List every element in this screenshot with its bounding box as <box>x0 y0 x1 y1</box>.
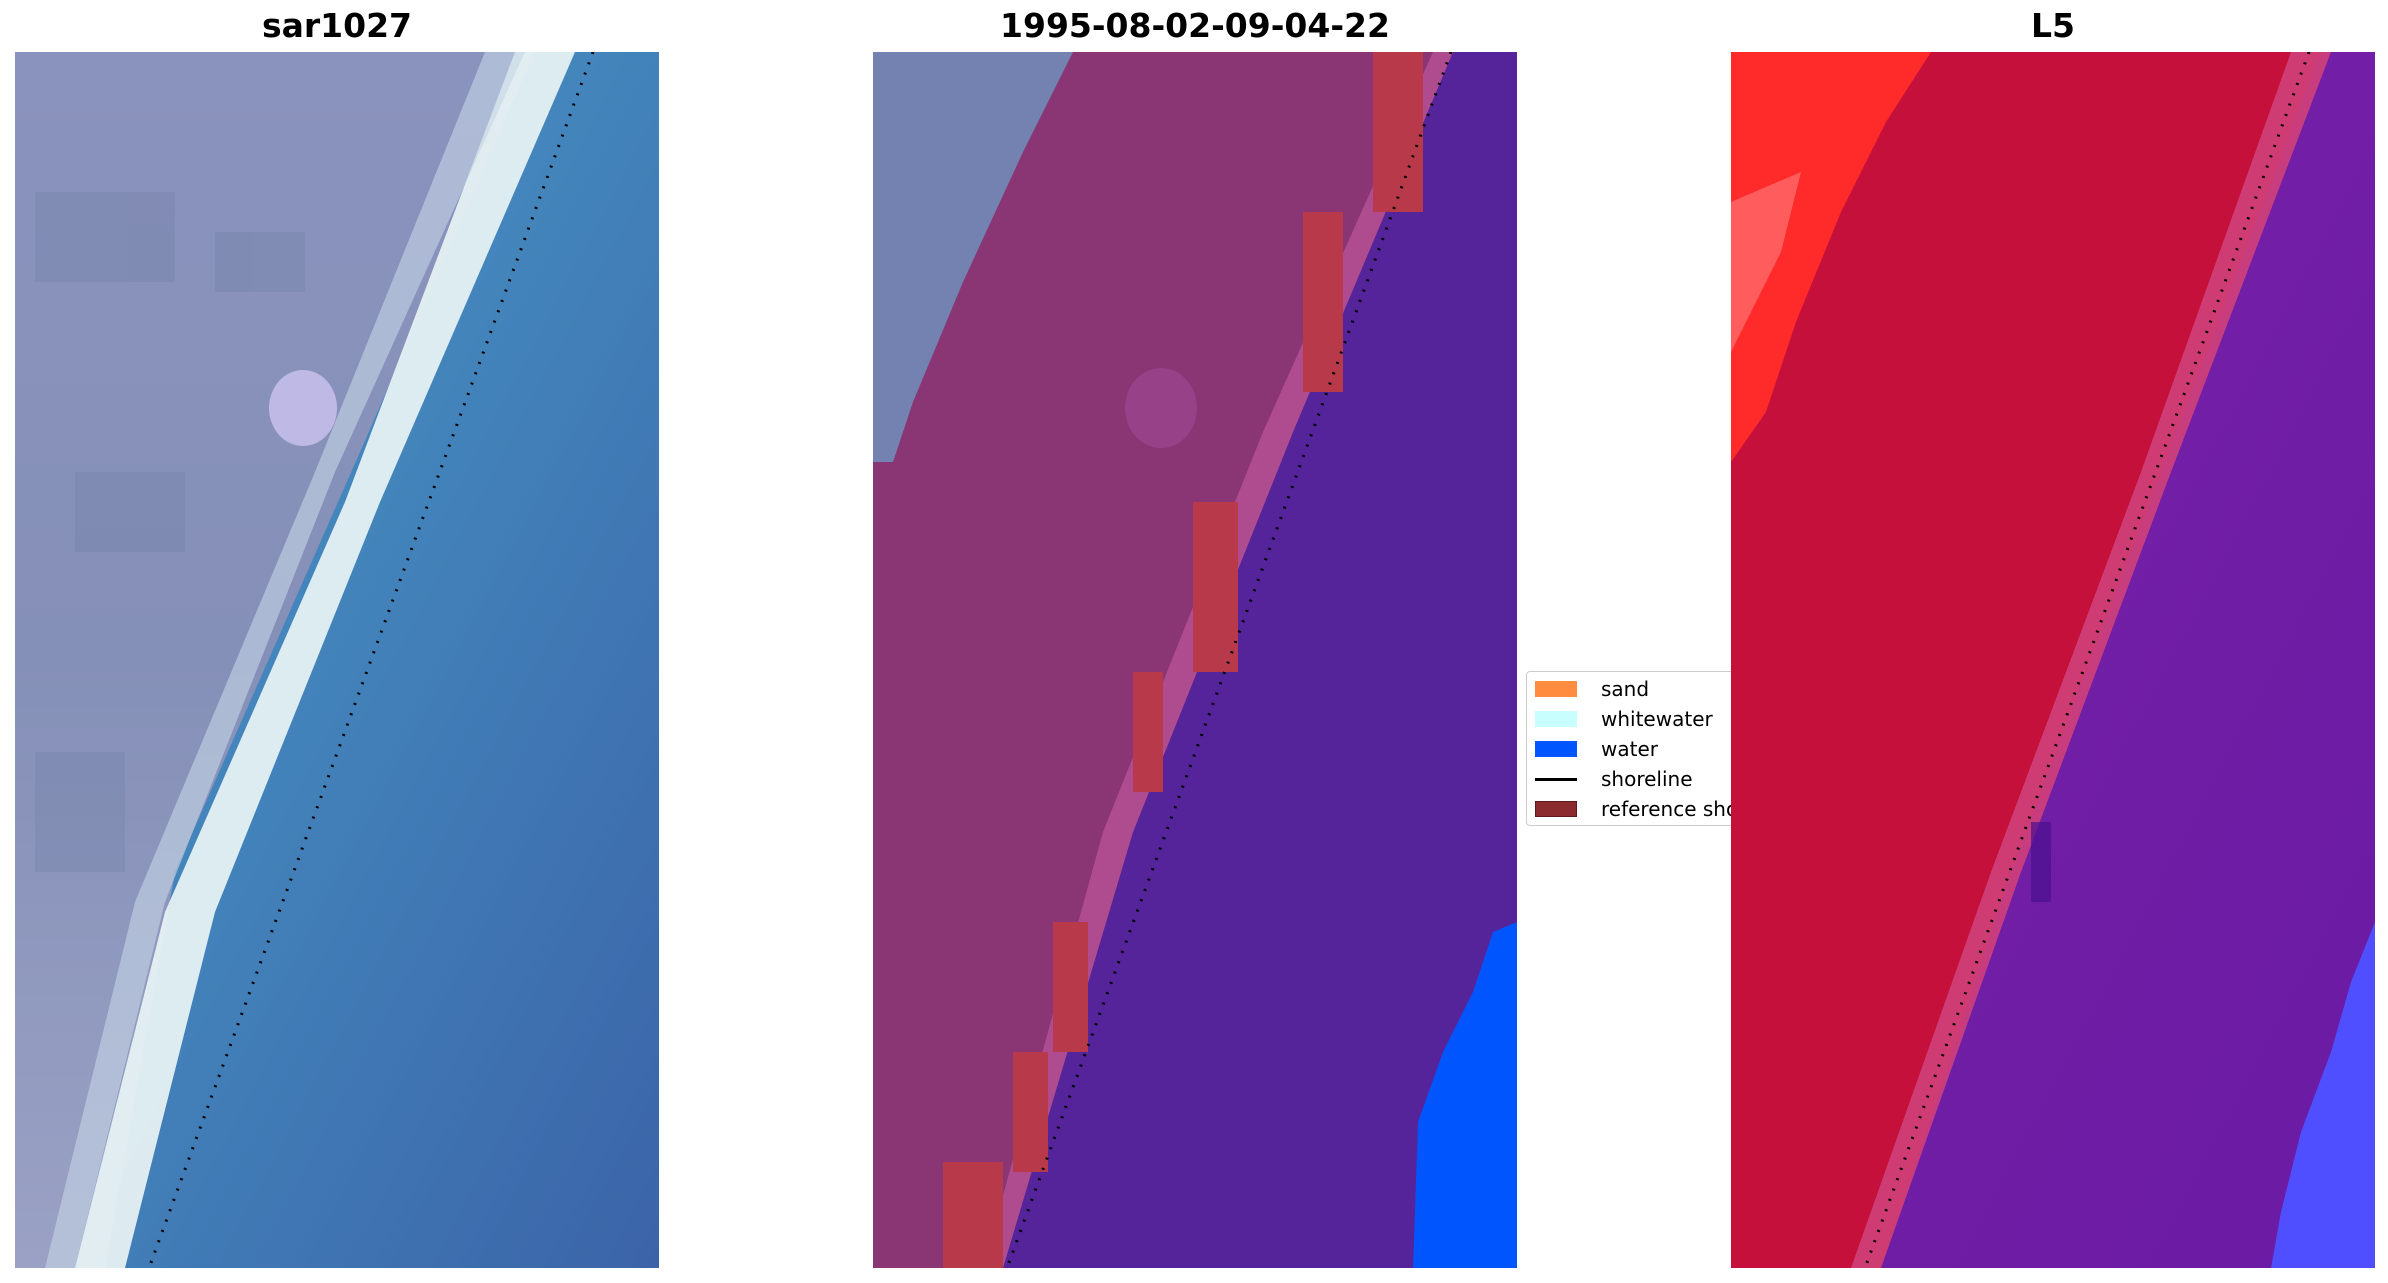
legend-label-sand: sand <box>1601 677 1650 701</box>
whitewater-swatch <box>1535 711 1577 727</box>
legend-item-whitewater: whitewater <box>1535 707 1713 731</box>
shoreline-line-icon <box>1535 777 1577 781</box>
shoreline-dotted-3 <box>1863 52 2311 1268</box>
reference-shoreline-swatch <box>1535 801 1577 817</box>
legend-label-whitewater: whitewater <box>1601 707 1713 731</box>
rgb-satellite-image <box>15 52 659 1268</box>
legend-item-reference-shoreline: reference shoreline <box>1535 797 1735 821</box>
legend-item-shoreline: shoreline <box>1535 767 1693 791</box>
shoreline-dotted-1 <box>147 52 595 1268</box>
panel-title-3: L5 <box>2031 6 2075 45</box>
shoreline-dotted-2 <box>1005 52 1453 1268</box>
classified-overlay-image <box>873 52 1517 1268</box>
mndwi-index-image <box>1731 52 2375 1268</box>
legend-item-water: water <box>1535 737 1658 761</box>
legend-item-sand: sand <box>1535 677 1650 701</box>
panel-title-1: sar1027 <box>261 6 413 45</box>
water-swatch <box>1535 741 1577 757</box>
legend-label-reference-shoreline: reference shoreline <box>1601 797 1735 821</box>
legend-label-shoreline: shoreline <box>1601 767 1693 791</box>
panel-title-2: 1995-08-02-09-04-22 <box>1000 6 1390 45</box>
legend-label-water: water <box>1601 737 1658 761</box>
legend: sand whitewater water shoreline referenc… <box>1526 671 1736 826</box>
sand-swatch <box>1535 681 1577 697</box>
